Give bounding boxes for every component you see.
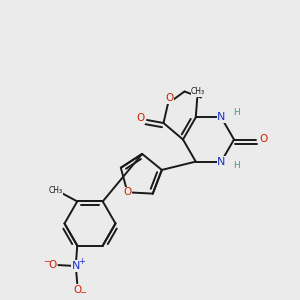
Text: −: − (79, 288, 86, 297)
Text: O: O (165, 93, 174, 103)
Text: +: + (78, 257, 85, 266)
Text: O: O (123, 187, 131, 197)
Text: H: H (233, 161, 240, 170)
Text: O: O (259, 134, 267, 145)
Text: −: − (44, 258, 50, 267)
Text: O: O (48, 260, 56, 270)
Text: N: N (217, 157, 225, 166)
Text: N: N (217, 112, 225, 122)
Text: O: O (73, 285, 81, 295)
Text: O: O (136, 113, 145, 124)
Text: H: H (233, 107, 240, 116)
Text: CH₃: CH₃ (191, 87, 205, 96)
Text: CH₃: CH₃ (49, 185, 63, 194)
Text: N: N (72, 261, 80, 271)
